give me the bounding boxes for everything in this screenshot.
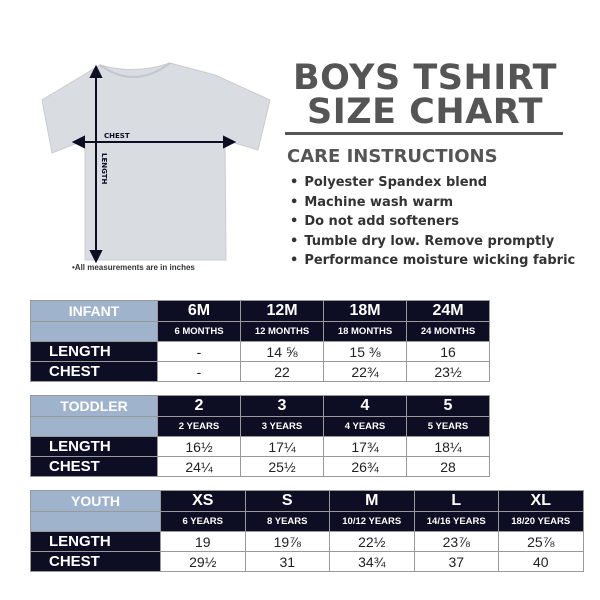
measurement-cell: 31 xyxy=(244,551,330,572)
care-item: Polyester Spandex blend xyxy=(290,175,575,195)
page-title-line1: BOYS TSHIRT xyxy=(292,58,558,98)
care-item: Performance moisture wicking fabric xyxy=(290,253,575,273)
measurement-cell: 22½ xyxy=(329,531,415,552)
measurement-cell: 26¾ xyxy=(323,456,407,477)
age-header: 8 YEARS xyxy=(244,511,330,532)
measurement-cell: 23⅞ xyxy=(413,531,499,552)
row-label: LENGTH xyxy=(30,436,158,457)
row-label: LENGTH xyxy=(30,341,158,362)
measurement-cell: 17¼ xyxy=(240,436,324,457)
care-item: Tumble dry low. Remove promptly xyxy=(290,234,575,254)
care-item: Do not add softeners xyxy=(290,214,575,234)
category-label-blank xyxy=(30,511,161,532)
size-header: L xyxy=(413,490,499,512)
size-header: XS xyxy=(160,490,246,512)
youth-size-table: YOUTH XS S M L XL 6 YEARS 8 YEARS 10/12 YEARS 14/… xyxy=(30,490,584,572)
row-label: CHEST xyxy=(30,551,161,572)
category-label-blank xyxy=(30,416,158,437)
age-header: 4 YEARS xyxy=(323,416,407,437)
chest-label: CHEST xyxy=(104,132,130,140)
size-header: 12M xyxy=(240,300,324,322)
category-label-blank xyxy=(30,321,158,342)
age-header: 18/20 YEARS xyxy=(498,511,584,532)
age-header: 24 MONTHS xyxy=(406,321,490,342)
age-header: 18 MONTHS xyxy=(323,321,407,342)
size-header: 2 xyxy=(157,395,241,417)
category-label: TODDLER xyxy=(30,395,158,417)
size-header: S xyxy=(244,490,330,512)
page-title-line2: SIZE CHART xyxy=(306,92,544,132)
measurement-cell: 34¾ xyxy=(329,551,415,572)
title-divider xyxy=(285,132,563,135)
measurement-cell: 29½ xyxy=(160,551,246,572)
measurement-cell: 16½ xyxy=(157,436,241,457)
age-header: 12 MONTHS xyxy=(240,321,324,342)
measurement-cell: 18¼ xyxy=(406,436,490,457)
care-item: Machine wash warm xyxy=(290,195,575,215)
row-label: LENGTH xyxy=(30,531,161,552)
measurement-cell: 16 xyxy=(406,341,490,362)
age-header: 6 YEARS xyxy=(160,511,246,532)
table-row: LENGTH 16½ 17¼ 17¾ 18¼ xyxy=(30,436,490,457)
category-label: YOUTH xyxy=(30,490,161,512)
size-header: 3 xyxy=(240,395,324,417)
table-row: CHEST -22 22¾ 23½ xyxy=(30,361,490,382)
size-header: XL xyxy=(498,490,584,512)
size-header: 6M xyxy=(157,300,241,322)
row-label: CHEST xyxy=(30,361,158,382)
age-header: 6 MONTHS xyxy=(157,321,241,342)
infant-size-table: INFANT 6M 12M 18M 24M 6 MONTHS 12 MONTHS 18 MON… xyxy=(30,300,490,382)
age-header: 3 YEARS xyxy=(240,416,324,437)
table-row: CHEST 29½ 31 34¾ 37 40 xyxy=(30,551,584,572)
size-header: 18M xyxy=(323,300,407,322)
measurement-note: •All measurements are in inches xyxy=(72,263,195,272)
size-header: 24M xyxy=(406,300,490,322)
measurement-cell: 25⅞ xyxy=(498,531,584,552)
size-header: M xyxy=(329,490,415,512)
age-header: 2 YEARS xyxy=(157,416,241,437)
length-arrow xyxy=(89,64,103,264)
age-header: 5 YEARS xyxy=(406,416,490,437)
measurement-cell: 28 xyxy=(406,456,490,477)
chest-arrow xyxy=(71,135,237,149)
age-header: 14/16 YEARS xyxy=(413,511,499,532)
table-row: LENGTH -14 ⅝ 15 ⅜ 16 xyxy=(30,341,490,362)
measurement-cell: 17¾ xyxy=(323,436,407,457)
tshirt-image xyxy=(41,62,271,261)
category-label: INFANT xyxy=(30,300,158,322)
tshirt-diagram: CHEST LENGTH xyxy=(41,62,271,264)
length-label: LENGTH xyxy=(100,153,108,184)
size-header: 4 xyxy=(323,395,407,417)
measurement-cell: 24¼ xyxy=(157,456,241,477)
measurement-cell: 25½ xyxy=(240,456,324,477)
size-header: 5 xyxy=(406,395,490,417)
measurement-cell: 22 xyxy=(240,361,324,382)
care-heading: CARE INSTRUCTIONS xyxy=(287,146,498,167)
measurement-cell: 23½ xyxy=(406,361,490,382)
measurement-cell: 22¾ xyxy=(323,361,407,382)
age-header: 10/12 YEARS xyxy=(329,511,415,532)
table-row: LENGTH 19 19⅞ 22½ 23⅞ 25⅞ xyxy=(30,531,584,552)
toddler-size-table: TODDLER 2 3 4 5 2 YEARS 3 YEARS 4 YEARS 5 YEARS L… xyxy=(30,395,490,477)
measurement-cell: 19⅞ xyxy=(244,531,330,552)
measurement-cell: 19 xyxy=(160,531,246,552)
measurement-cell: 37 xyxy=(413,551,499,572)
table-row: CHEST 24¼ 25½ 26¾ 28 xyxy=(30,456,490,477)
measurement-cell: 15 ⅜ xyxy=(323,341,407,362)
row-label: CHEST xyxy=(30,456,158,477)
measurement-cell: - xyxy=(157,341,241,362)
measurement-cell: - xyxy=(157,361,241,382)
measurement-cell: 40 xyxy=(498,551,584,572)
care-list: Polyester Spandex blend Machine wash war… xyxy=(290,175,575,273)
measurement-cell: 14 ⅝ xyxy=(240,341,324,362)
